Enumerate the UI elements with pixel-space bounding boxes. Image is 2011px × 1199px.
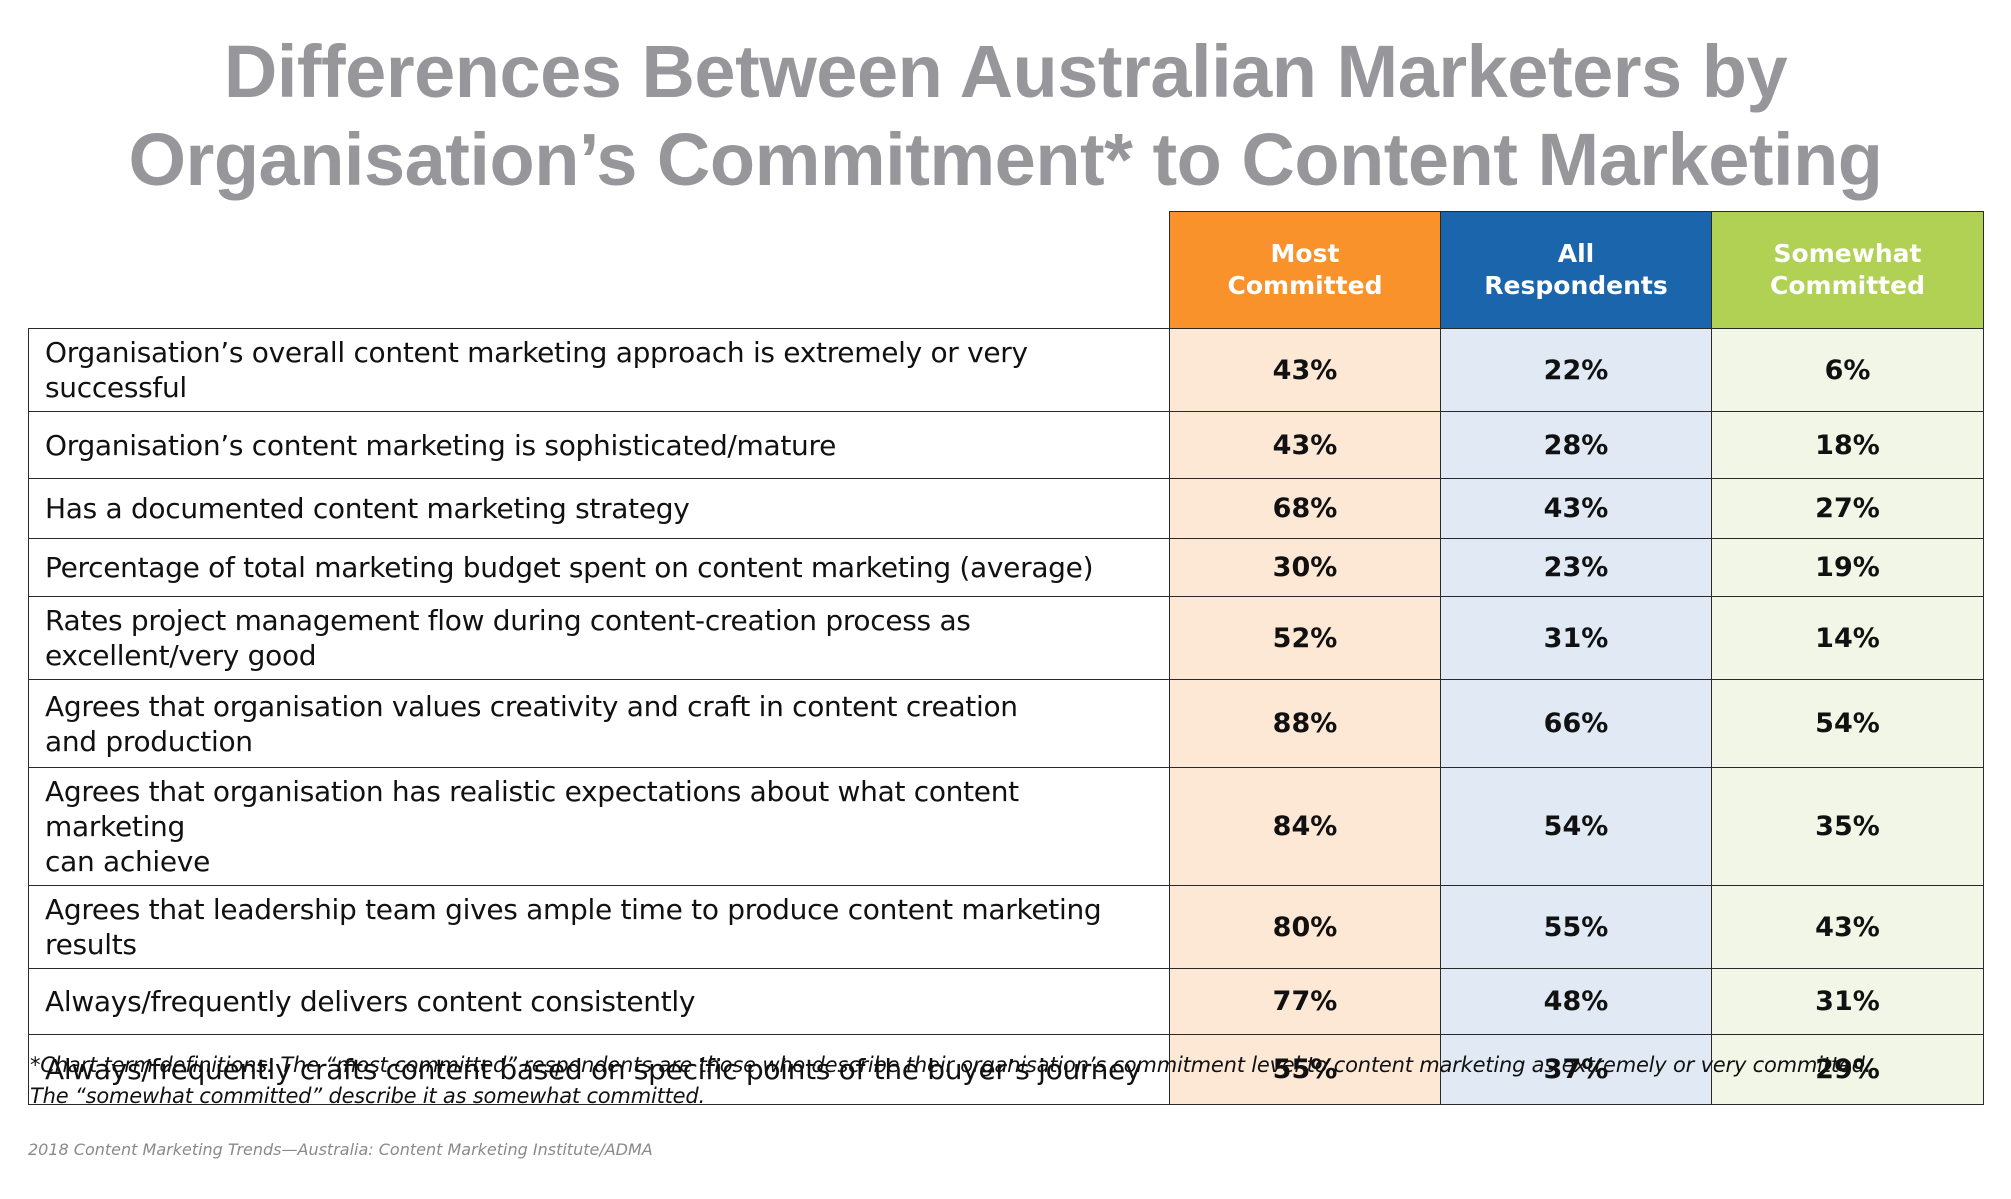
row-label-line: Agrees that organisation has realistic e… [45, 775, 1019, 843]
value-all-respondents: 37% [1440, 1034, 1712, 1105]
title-line-2: Organisation’s Commitment* to Content Ma… [128, 118, 1883, 201]
comparison-table-wrapper: Most Committed All Respondents Somewhat … [28, 211, 1984, 1105]
value-most-committed: 77% [1169, 968, 1441, 1035]
value-all-respondents: 23% [1440, 538, 1712, 597]
table-row: Always/frequently delivers content consi… [28, 968, 1984, 1035]
value-most-committed: 43% [1169, 411, 1441, 479]
value-all-respondents: 31% [1440, 596, 1712, 680]
value-most-committed: 52% [1169, 596, 1441, 680]
row-label: Organisation’s overall content marketing… [28, 328, 1170, 412]
value-most-committed: 30% [1169, 538, 1441, 597]
value-somewhat-committed: 18% [1711, 411, 1984, 479]
chart-title: Differences Between Australian Marketers… [0, 28, 2011, 204]
header-all-respondents: All Respondents [1440, 211, 1712, 329]
row-label-line: can achieve [45, 845, 211, 878]
header-all-line2: Respondents [1484, 271, 1668, 300]
title-line-1: Differences Between Australian Marketers… [223, 30, 1788, 113]
footnote-line-2: The “somewhat committed” describe it as … [30, 1084, 705, 1108]
value-somewhat-committed: 29% [1711, 1034, 1984, 1105]
row-label-line: Always/frequently crafts content based o… [45, 1053, 1142, 1086]
value-most-committed: 88% [1169, 679, 1441, 768]
table-body: Organisation’s overall content marketing… [28, 328, 1984, 1105]
row-label-line: and production [45, 724, 253, 758]
row-label: Agrees that organisation has realistic e… [28, 767, 1170, 886]
table-row: Always/frequently crafts content based o… [28, 1034, 1984, 1105]
value-all-respondents: 22% [1440, 328, 1712, 412]
row-label: Has a documented content marketing strat… [28, 478, 1170, 539]
value-somewhat-committed: 31% [1711, 968, 1984, 1035]
value-somewhat-committed: 19% [1711, 538, 1984, 597]
row-label: Always/frequently delivers content consi… [28, 968, 1170, 1035]
table-row: Agrees that organisation values creativi… [28, 679, 1984, 768]
table-row: Organisation’s content marketing is soph… [28, 411, 1984, 479]
table-row: Has a documented content marketing strat… [28, 478, 1984, 539]
comparison-table: Most Committed All Respondents Somewhat … [28, 211, 1984, 1105]
row-label-line: Agrees that organisation values creativi… [45, 689, 1018, 723]
header-most-line2: Committed [1227, 271, 1383, 300]
row-label-line: Percentage of total marketing budget spe… [45, 551, 1094, 584]
header-some-line1: Somewhat [1773, 239, 1922, 268]
header-empty-cell [29, 212, 1170, 329]
value-all-respondents: 54% [1440, 767, 1712, 886]
value-all-respondents: 43% [1440, 478, 1712, 539]
source-credit: 2018 Content Marketing Trends—Australia:… [28, 1140, 653, 1159]
value-somewhat-committed: 27% [1711, 478, 1984, 539]
value-most-committed: 68% [1169, 478, 1441, 539]
value-all-respondents: 66% [1440, 679, 1712, 768]
value-somewhat-committed: 35% [1711, 767, 1984, 886]
table-row: Agrees that leadership team gives ample … [28, 885, 1984, 969]
row-label: Percentage of total marketing budget spe… [28, 538, 1170, 597]
table-row: Rates project management flow during con… [28, 596, 1984, 680]
header-all-line1: All [1557, 239, 1595, 268]
row-label: Organisation’s content marketing is soph… [28, 411, 1170, 479]
header-some-line2: Committed [1770, 271, 1925, 300]
row-label: Always/frequently crafts content based o… [28, 1034, 1170, 1105]
table-row: Percentage of total marketing budget spe… [28, 538, 1984, 597]
value-somewhat-committed: 54% [1711, 679, 1984, 768]
value-somewhat-committed: 43% [1711, 885, 1984, 969]
value-somewhat-committed: 6% [1711, 328, 1984, 412]
header-most-committed: Most Committed [1169, 211, 1441, 329]
row-label: Agrees that organisation values creativi… [28, 679, 1170, 768]
row-label-line: Organisation’s overall content marketing… [45, 336, 1028, 404]
value-all-respondents: 28% [1440, 411, 1712, 479]
value-somewhat-committed: 14% [1711, 596, 1984, 680]
footnote-line-1: *Chart term definitions: The “most commi… [30, 1053, 1872, 1077]
row-label-line: Has a documented content marketing strat… [45, 492, 690, 525]
value-most-committed: 43% [1169, 328, 1441, 412]
row-label: Rates project management flow during con… [28, 596, 1170, 680]
value-most-committed: 84% [1169, 767, 1441, 886]
table-row: Agrees that organisation has realistic e… [28, 767, 1984, 886]
value-most-committed: 55% [1169, 1034, 1441, 1105]
value-most-committed: 80% [1169, 885, 1441, 969]
row-label-line: Always/frequently delivers content consi… [45, 985, 696, 1018]
value-all-respondents: 48% [1440, 968, 1712, 1035]
value-all-respondents: 55% [1440, 885, 1712, 969]
row-label-line: Organisation’s content marketing is soph… [45, 428, 837, 462]
row-label-line: Rates project management flow during con… [45, 604, 971, 672]
footnote: *Chart term definitions: The “most commi… [30, 1050, 1980, 1112]
header-row: Most Committed All Respondents Somewhat … [29, 211, 1984, 329]
header-most-line1: Most [1270, 239, 1340, 268]
row-label: Agrees that leadership team gives ample … [28, 885, 1170, 969]
table-row: Organisation’s overall content marketing… [28, 328, 1984, 412]
header-somewhat-committed: Somewhat Committed [1711, 211, 1984, 329]
row-label-line: Agrees that leadership team gives ample … [45, 893, 1102, 961]
